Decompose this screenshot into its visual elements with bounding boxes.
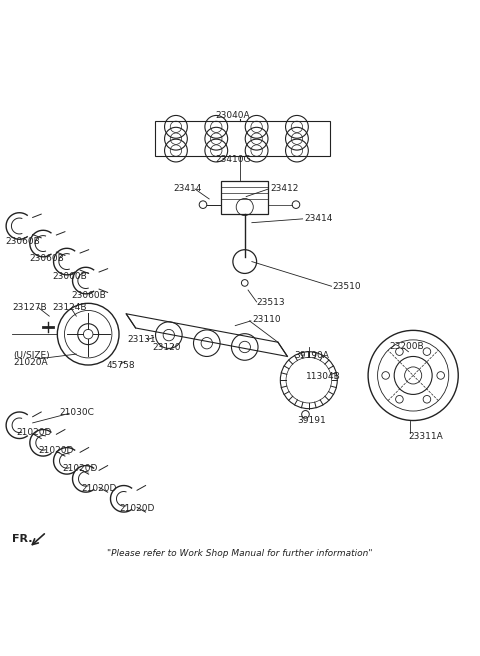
Text: 23131: 23131 (127, 335, 156, 344)
Text: 23510: 23510 (333, 281, 361, 291)
Text: 23513: 23513 (257, 298, 285, 308)
Text: 23412: 23412 (271, 184, 299, 194)
Text: 23410G: 23410G (215, 155, 251, 163)
Text: 23040A: 23040A (216, 111, 250, 120)
Text: 23060B: 23060B (72, 291, 107, 300)
Text: 21020D: 21020D (16, 428, 51, 437)
Text: 21020D: 21020D (119, 504, 155, 513)
Text: 39191: 39191 (297, 416, 326, 425)
Text: 23414: 23414 (304, 215, 333, 224)
Text: 23120: 23120 (152, 344, 181, 352)
Bar (221, 181, 268, 214)
Text: 23127B: 23127B (12, 303, 47, 312)
Text: 23110: 23110 (252, 315, 280, 324)
Bar (155, 121, 330, 156)
Text: "Please refer to Work Shop Manual for further information": "Please refer to Work Shop Manual for fu… (107, 549, 373, 558)
Text: 45758: 45758 (106, 361, 135, 371)
Text: 21020D: 21020D (62, 464, 97, 474)
Text: 21020D: 21020D (38, 446, 74, 455)
Text: 23060B: 23060B (29, 255, 64, 263)
Text: 11304B: 11304B (305, 372, 340, 381)
Text: (U/SIZE): (U/SIZE) (13, 350, 50, 359)
Text: 39190A: 39190A (295, 350, 329, 359)
Text: 21030C: 21030C (60, 408, 95, 417)
Text: FR.: FR. (12, 534, 33, 544)
Text: 23414: 23414 (174, 184, 202, 194)
Text: 23200B: 23200B (389, 342, 424, 350)
Text: 23311A: 23311A (408, 432, 443, 441)
Text: 23124B: 23124B (53, 303, 87, 312)
Polygon shape (126, 314, 288, 356)
Text: 21020A: 21020A (13, 358, 48, 367)
Text: 21020D: 21020D (81, 484, 117, 493)
Text: 23060B: 23060B (5, 237, 40, 246)
Text: 23060B: 23060B (53, 272, 87, 281)
